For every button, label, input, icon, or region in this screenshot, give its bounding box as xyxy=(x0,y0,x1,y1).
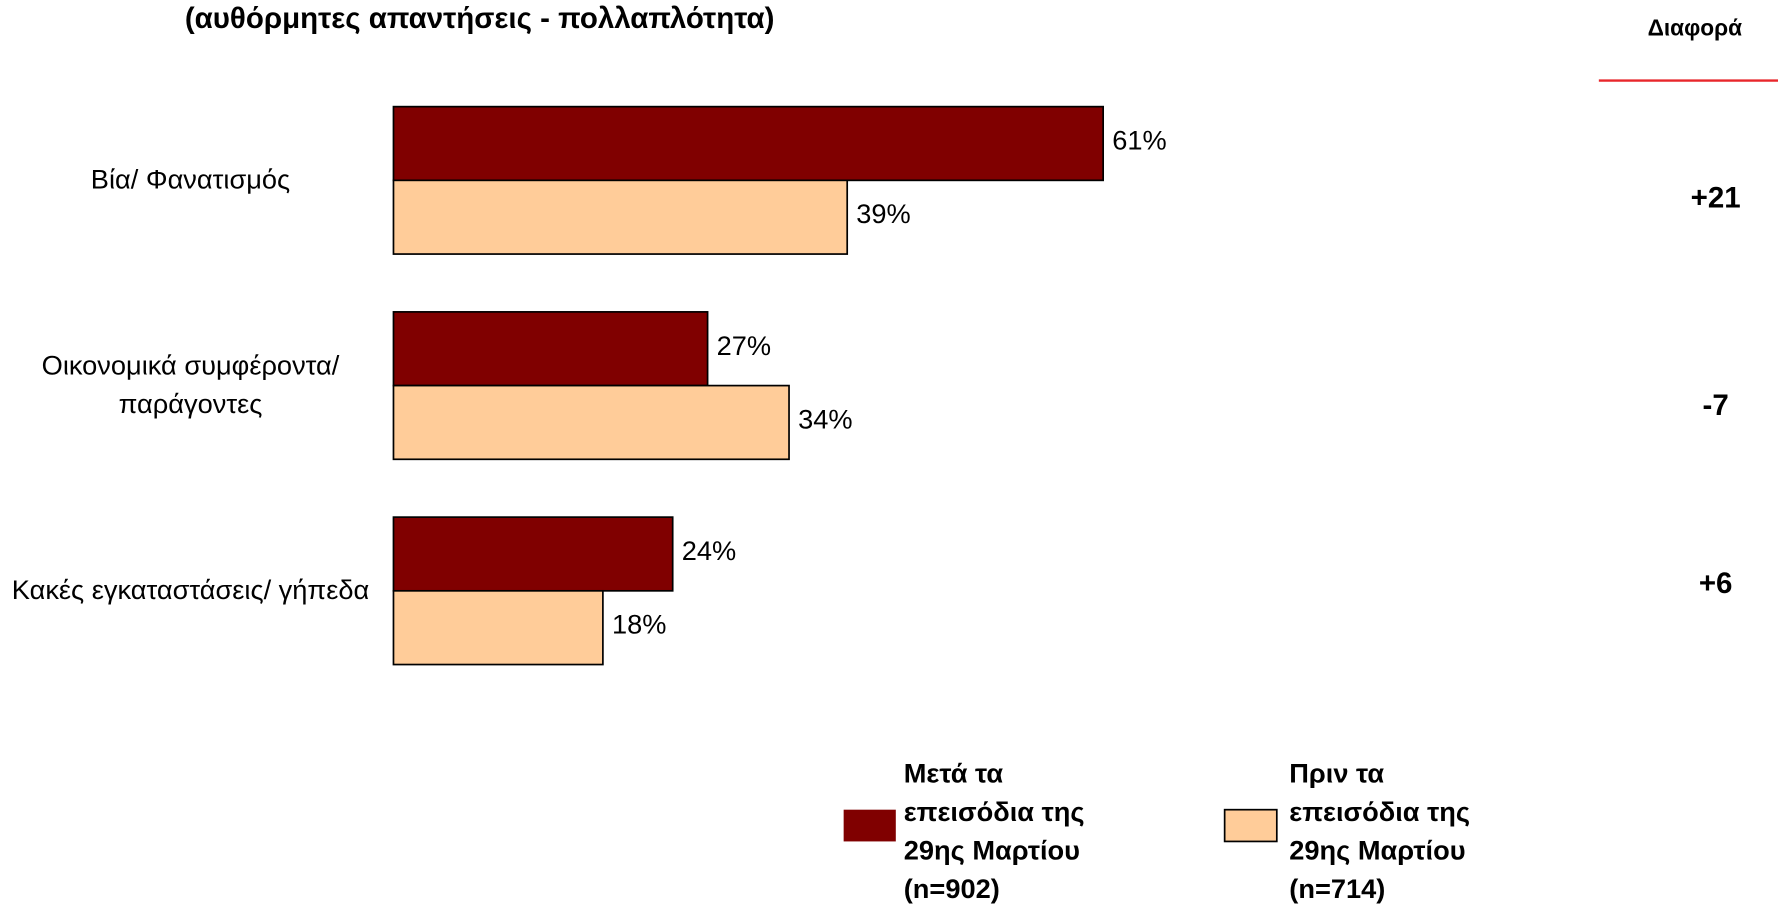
value-label: 61% xyxy=(1112,125,1166,156)
legend-label: Μετά τα επεισόδια της 29ης Μαρτίου (n=90… xyxy=(903,758,1085,905)
category-label-box: Κακές εγκαταστάσεις/ γήπεδα xyxy=(11,574,370,606)
legend-swatch xyxy=(843,809,896,842)
difference-value: +6 xyxy=(1699,567,1733,600)
bar xyxy=(392,516,674,592)
category-label-box: Βία/ Φανατισμός xyxy=(90,164,291,196)
bar xyxy=(392,589,604,666)
value-label: 24% xyxy=(682,535,736,566)
value-label: 27% xyxy=(717,330,771,361)
difference-value: -7 xyxy=(1703,389,1729,422)
value-label: 34% xyxy=(798,403,852,434)
category-label: Οικονομικά συμφέροντα/ παράγοντες xyxy=(41,350,340,420)
difference-header: Διαφορά xyxy=(1648,15,1743,41)
bar xyxy=(392,105,1105,182)
legend-label: Πριν τα επεισόδια της 29ης Μαρτίου (n=71… xyxy=(1289,758,1471,905)
legend-label-box: Μετά τα επεισόδια της 29ης Μαρτίου (n=90… xyxy=(903,758,1085,905)
chart-title: (αυθόρμητες απαντήσεις - πολλαπλότητα) xyxy=(185,2,775,35)
legend-label-box: Πριν τα επεισόδια της 29ης Μαρτίου (n=71… xyxy=(1289,758,1471,905)
bar xyxy=(392,179,849,255)
bar xyxy=(392,311,709,387)
bar xyxy=(392,384,790,461)
category-label: Κακές εγκαταστάσεις/ γήπεδα xyxy=(11,574,370,606)
legend-swatch xyxy=(1223,808,1278,843)
value-label: 18% xyxy=(612,609,666,640)
value-label: 39% xyxy=(856,198,910,229)
category-label-box: Οικονομικά συμφέροντα/ παράγοντες xyxy=(41,350,340,420)
difference-value: +21 xyxy=(1691,181,1741,214)
category-label: Βία/ Φανατισμός xyxy=(90,164,291,196)
